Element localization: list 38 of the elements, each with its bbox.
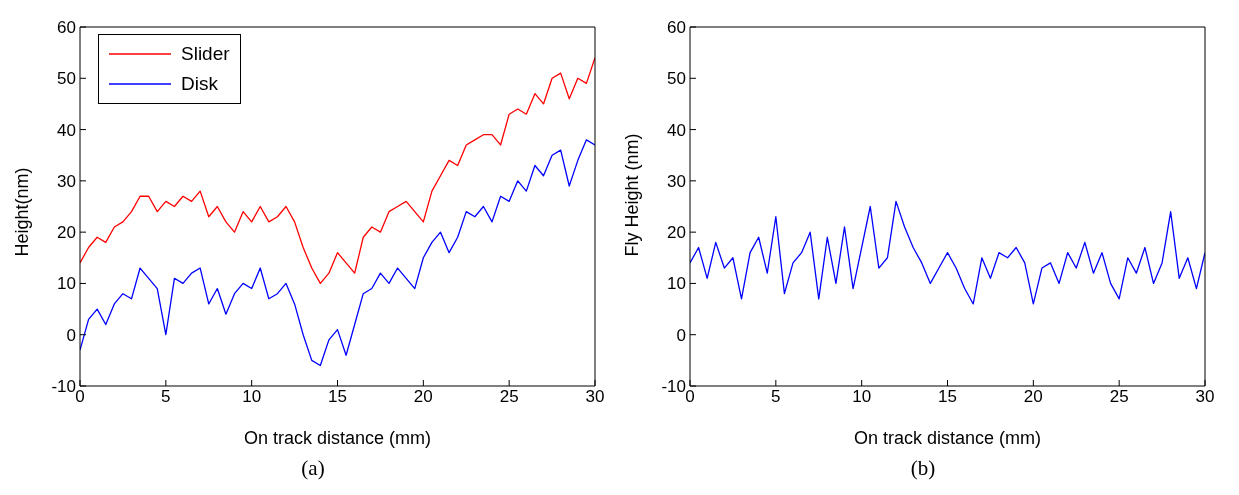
- text: (b): [909, 456, 937, 481]
- x-tick-label: 15: [328, 387, 347, 407]
- x-axis-title: On track distance (mm): [243, 428, 432, 448]
- y-tick-label: 0: [676, 325, 686, 345]
- y-tick-label: 30: [667, 171, 686, 191]
- x-tick-label: 20: [413, 387, 433, 407]
- legend-label: Slider: [181, 42, 230, 66]
- legend-label: Disk: [181, 72, 218, 96]
- x-tick-label: 15: [938, 387, 957, 407]
- line-series: [690, 200, 1205, 305]
- x-axis-title: On track distance (mm): [853, 428, 1042, 448]
- y-axis-title: Height(nm): [12, 167, 33, 257]
- line-series: [80, 139, 595, 367]
- x-tick-label: 30: [1195, 387, 1215, 407]
- y-tick-label: 50: [667, 69, 686, 89]
- x-tick-label: 10: [242, 387, 262, 407]
- text: (a): [300, 456, 326, 481]
- x-tick-label: 25: [1109, 387, 1129, 407]
- y-tick-label: 0: [66, 325, 76, 345]
- y-axis-title: Fly Height (nm): [622, 133, 643, 257]
- y-tick-label: -10: [51, 377, 76, 397]
- y-tick-label: -10: [661, 377, 686, 397]
- y-tick-label: 60: [57, 18, 76, 38]
- y-tick-label: 50: [57, 69, 76, 89]
- y-tick-label: 20: [667, 223, 686, 243]
- x-tick-label: 30: [585, 387, 605, 407]
- y-tick-label: 10: [667, 274, 686, 294]
- x-tick-label: 25: [499, 387, 519, 407]
- x-tick-label: 10: [852, 387, 872, 407]
- y-tick-label: 10: [57, 274, 76, 294]
- y-tick-label: 30: [57, 171, 76, 191]
- y-tick-label: 60: [667, 18, 686, 38]
- y-tick-label: 40: [57, 120, 76, 140]
- x-tick-label: 20: [1023, 387, 1043, 407]
- y-tick-label: 20: [57, 223, 76, 243]
- x-tick-label: 5: [771, 387, 781, 407]
- y-tick-label: 40: [667, 120, 686, 140]
- x-tick-label: 5: [161, 387, 171, 407]
